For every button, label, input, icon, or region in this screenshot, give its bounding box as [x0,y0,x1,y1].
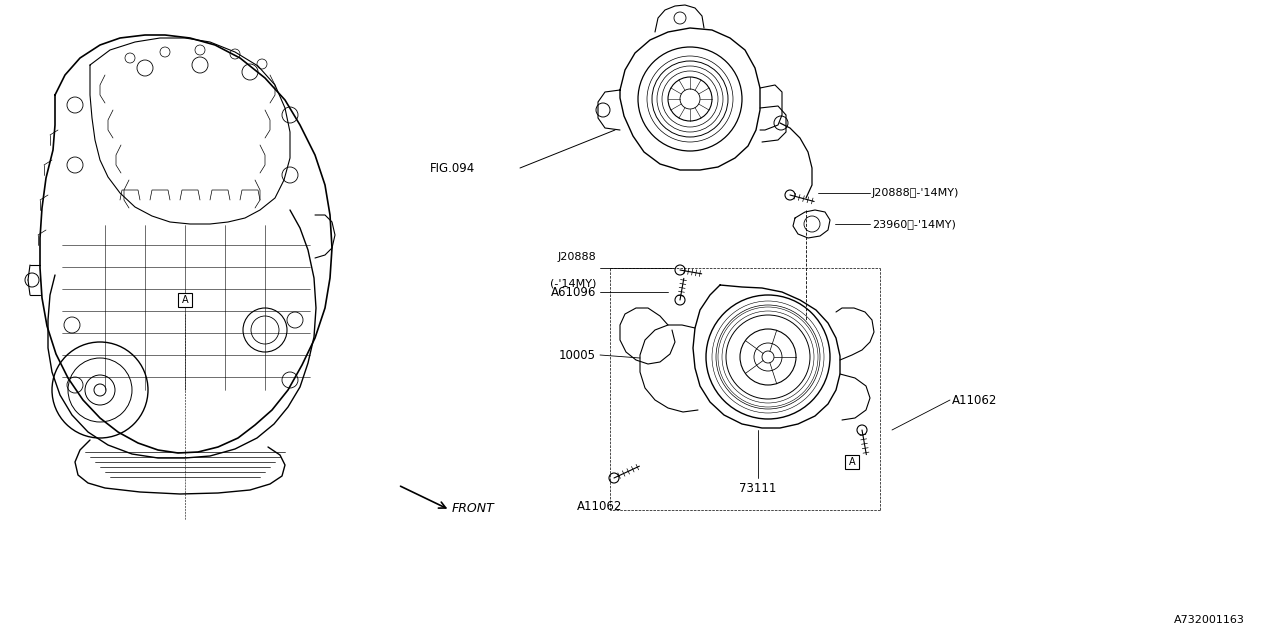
Text: J20888（-'14MY): J20888（-'14MY) [872,188,960,198]
Text: 10005: 10005 [559,349,596,362]
Text: A: A [182,295,188,305]
Text: A11062: A11062 [577,500,622,513]
Text: FIG.094: FIG.094 [430,161,475,175]
Bar [178,293,192,307]
Bar [845,455,859,469]
Text: FRONT: FRONT [452,502,495,515]
Text: J20888: J20888 [557,252,596,262]
Text: 23960（-'14MY): 23960（-'14MY) [872,219,956,229]
Text: A732001163: A732001163 [1174,615,1245,625]
Text: 73111: 73111 [740,482,777,495]
Text: A11062: A11062 [952,394,997,406]
Text: A: A [849,457,855,467]
Text: (-'14MY): (-'14MY) [549,278,596,288]
Text: A61096: A61096 [550,285,596,298]
